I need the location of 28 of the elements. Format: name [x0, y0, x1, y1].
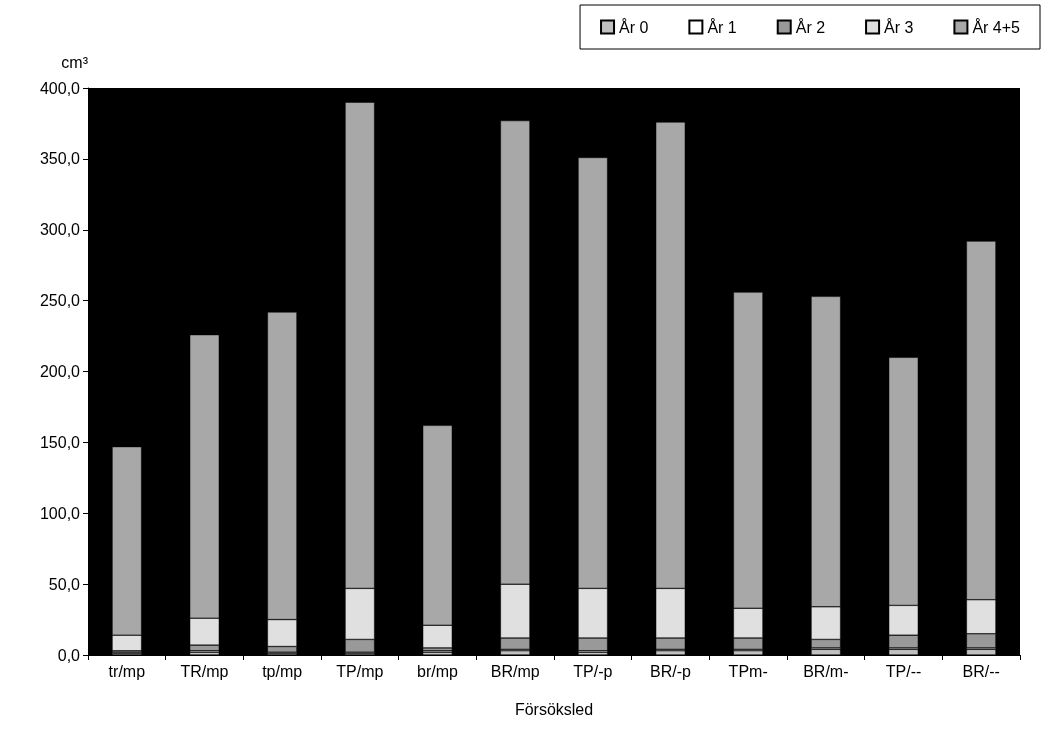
y-tick-label: 50,0 — [48, 575, 81, 593]
y-axis-title: cm³ — [61, 53, 89, 71]
y-tick-label: 0,0 — [57, 646, 81, 664]
y-tick-label: 250,0 — [39, 292, 81, 310]
x-tick-label: BR/-- — [962, 662, 1000, 680]
legend-label: År 3 — [884, 17, 914, 36]
y-tick-label: 300,0 — [39, 221, 81, 239]
x-tick-label: TR/mp — [180, 662, 229, 680]
legend-label: År 1 — [707, 17, 737, 36]
x-tick-label: TP/-p — [573, 662, 613, 680]
x-axis-title: Försöksled — [514, 700, 594, 718]
y-tick-label: 200,0 — [39, 363, 81, 380]
x-tick-label: BR/m- — [803, 662, 849, 680]
x-tick-label: TPm- — [728, 662, 768, 680]
x-tick-label: tp/mp — [262, 662, 303, 680]
y-tick-label: 400,0 — [39, 79, 81, 97]
x-tick-label: BR/mp — [490, 662, 540, 680]
x-tick-label: TP/-- — [885, 662, 922, 680]
x-tick-label: TP/mp — [336, 662, 384, 680]
y-tick-label: 150,0 — [39, 433, 81, 451]
y-tick-label: 350,0 — [39, 150, 81, 168]
x-tick-label: BR/-p — [650, 662, 692, 680]
y-tick-label: 100,0 — [39, 504, 81, 522]
legend-label: År 2 — [795, 17, 826, 36]
x-tick-label: br/mp — [417, 662, 459, 680]
legend-label: År 4+5 — [972, 17, 1021, 36]
legend-label: År 0 — [619, 17, 649, 36]
x-tick-label: tr/mp — [108, 662, 146, 680]
